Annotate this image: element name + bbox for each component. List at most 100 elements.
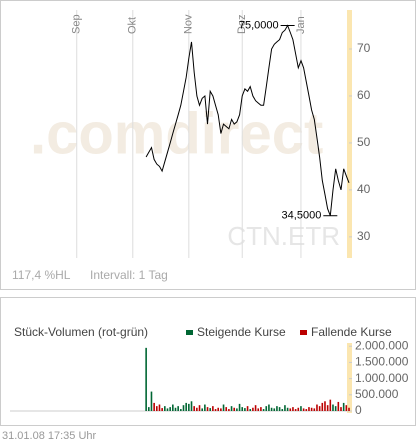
volume-bar [348,407,350,411]
volume-bar [166,408,169,411]
volume-bar [337,401,340,411]
volume-bar [257,408,260,411]
volume-bar [268,404,270,411]
y-tick-label: 40 [357,182,371,196]
volume-bar [249,409,252,411]
volume-bar [294,409,297,411]
volume-bar [340,407,342,411]
volume-bar [169,407,171,411]
y-tick-label: 60 [357,88,371,102]
y-tick-label: 0 [355,403,362,417]
volume-bar [278,407,281,411]
volume-bar [180,409,182,411]
volume-bar [188,403,190,411]
volume-bar [145,347,147,411]
volume-bar [300,406,302,411]
volume-bar [230,406,233,411]
volume-bar [196,407,198,411]
annotation-label: 75,0000 [239,19,279,31]
y-tick-label: 70 [357,41,371,55]
volume-bar [150,391,153,411]
volume-bar [190,401,193,411]
volume-bar [222,404,225,411]
volume-bar [254,405,257,411]
legend-swatch [186,330,193,335]
volume-bar [238,403,241,411]
volume-bar [284,405,286,411]
volume-bar [204,404,206,411]
volume-bar [270,407,273,411]
volume-bar [225,407,228,411]
x-tick-label: Okt [127,17,139,34]
volume-bar [252,407,254,411]
info-hl: 117,4 %HL [12,268,71,282]
volume-bar [334,406,337,411]
volume-bar [156,406,158,411]
volume-bar [289,408,292,411]
volume-bar [153,402,155,411]
volume-bar [265,406,268,411]
x-tick-label: Sep [71,14,83,34]
volume-bar [172,404,174,411]
volume-bar [321,402,324,411]
volume-bar [345,405,348,411]
y-tick-label: 50 [357,135,371,149]
y-tick-label: 1.000.000 [355,371,409,385]
volume-title: Stück-Volumen (rot-grün) [14,325,148,339]
watermark: .comdirect [30,101,323,166]
volume-bar [174,407,177,411]
volume-bar [182,405,185,411]
volume-bar [310,407,313,411]
volume-bar [318,406,321,411]
volume-bar [297,407,300,411]
volume-bar [316,404,318,411]
footer: 31.01.08 17:35 Uhr [2,430,97,442]
x-tick-label: Nov [183,14,195,34]
volume-bar [273,408,276,411]
volume-bar [241,407,244,411]
legend-label: Steigende Kurse [197,325,286,339]
volume-bar [220,408,222,411]
x-tick-label: Dez [236,14,248,34]
annotation-label: 34,5000 [282,210,322,222]
volume-bar [206,407,209,411]
x-tick-label: Jan [295,16,307,34]
volume-bar [214,409,217,411]
volume-bar [313,408,316,411]
volume-bar [193,406,195,411]
volume-bar [281,409,284,411]
volume-bar [305,409,308,411]
volume-bar [209,408,211,411]
volume-bar [212,406,214,411]
volume-bar [228,409,230,411]
y-tick-label: 500.000 [355,387,399,401]
y-tick-label: 30 [357,229,371,243]
volume-bar [164,406,166,411]
axis-band [347,10,352,258]
y-tick-label: 1.500.000 [355,355,409,369]
volume-panel [0,297,416,426]
volume-bar [286,407,289,411]
volume-bar [236,408,238,411]
volume-bar [329,399,332,411]
volume-bar [177,406,179,411]
legend-label: Fallende Kurse [311,325,392,339]
volume-bar [276,406,278,411]
volume-bar [198,405,201,411]
volume-bar [302,408,305,411]
volume-bar [148,407,150,411]
volume-bar [262,409,265,411]
legend-swatch [300,330,307,335]
volume-bar [342,402,345,411]
volume-bar [217,407,220,411]
volume-bar [161,408,163,411]
volume-bar [326,405,329,411]
volume-bar [246,406,249,411]
volume-bar [292,407,294,411]
volume-bar [324,401,326,411]
volume-bar [158,404,161,411]
volume-bar [185,402,187,411]
price-line [145,24,350,216]
volume-bar [233,407,236,411]
